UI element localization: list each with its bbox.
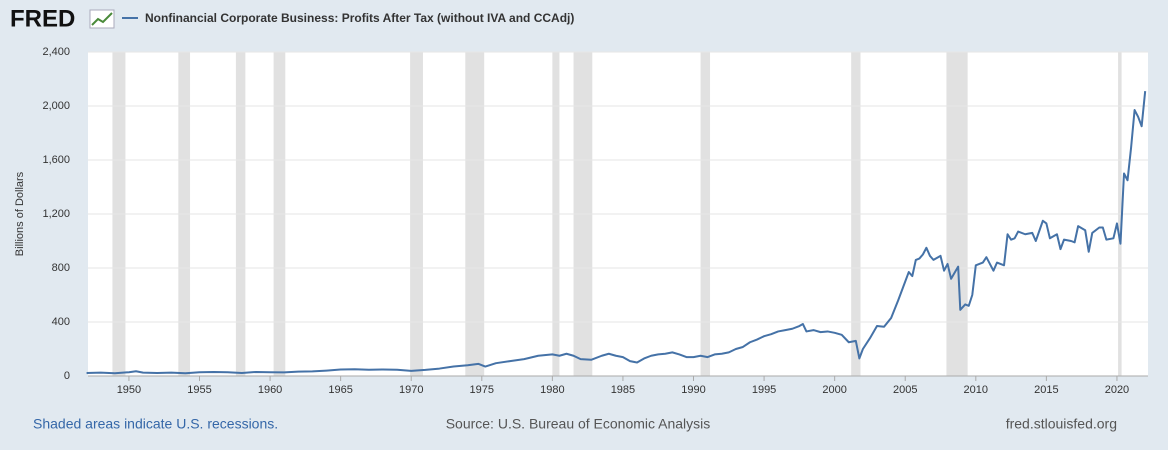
x-tick-label: 2010: [964, 384, 988, 396]
x-tick-label: 1985: [611, 384, 635, 396]
footer-left[interactable]: Shaded areas indicate U.S. recessions.: [33, 416, 278, 432]
x-tick-label: 2000: [822, 384, 846, 396]
y-axis-label: Billions of Dollars: [14, 171, 26, 256]
y-tick-label: 0: [64, 370, 70, 382]
x-tick-label: 1960: [258, 384, 282, 396]
y-tick-label: 1,200: [42, 208, 70, 220]
footer-center: Source: U.S. Bureau of Economic Analysis: [446, 416, 711, 432]
y-tick-label: 800: [52, 262, 70, 274]
x-tick-label: 1975: [470, 384, 494, 396]
y-tick-label: 400: [52, 316, 70, 328]
x-tick-label: 2015: [1034, 384, 1058, 396]
x-tick-label: 1990: [681, 384, 705, 396]
legend-label: Nonfinancial Corporate Business: Profits…: [145, 11, 574, 25]
y-tick-label: 2,000: [42, 100, 70, 112]
brand-icon: [89, 9, 115, 29]
series-line: [86, 91, 1147, 375]
x-tick-label: 1995: [752, 384, 776, 396]
x-tick-label: 1950: [117, 384, 141, 396]
x-tick-label: 1965: [328, 384, 352, 396]
brand: FRED: [10, 5, 75, 32]
footer-right[interactable]: fred.stlouisfed.org: [1006, 416, 1117, 432]
x-tick-label: 2020: [1105, 384, 1129, 396]
y-tick-label: 1,600: [42, 154, 70, 166]
x-tick-label: 1980: [540, 384, 564, 396]
x-tick-label: 2005: [893, 384, 917, 396]
y-tick-label: 2,400: [42, 46, 70, 58]
x-tick-label: 1970: [399, 384, 423, 396]
x-tick-label: 1955: [187, 384, 211, 396]
